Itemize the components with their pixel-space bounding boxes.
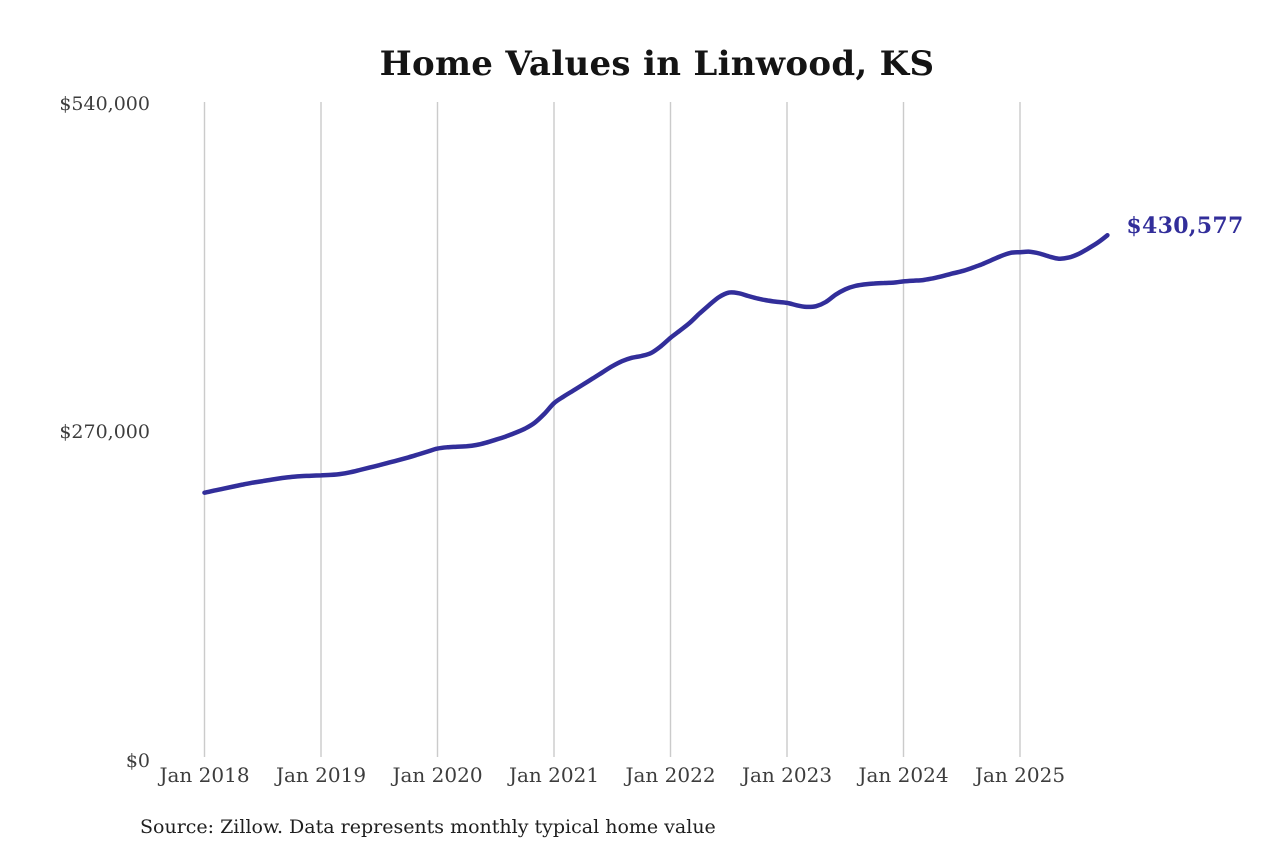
x-axis-tick-jan-2024: Jan 2024 [858,763,949,787]
y-axis-tick-540000: $540,000 [59,93,150,115]
latest-value-label: $430,577 [1126,213,1244,240]
x-axis-tick-jan-2019: Jan 2019 [275,763,367,787]
year-gridlines [203,102,1021,757]
chart-title: Home Values in Linwood, KS [379,44,935,84]
source-note: Source: Zillow. Data represents monthly … [140,816,716,838]
x-axis-tick-jan-2021: Jan 2021 [508,763,600,787]
home-value-line [202,232,1110,495]
y-axis-tick-270000: $270,000 [59,421,150,443]
x-axis-tick-jan-2020: Jan 2020 [392,763,483,787]
x-axis-tick-jan-2023: Jan 2023 [741,763,833,787]
y-axis-tick-0: $0 [125,750,150,772]
x-axis-tick-jan-2025: Jan 2025 [974,763,1066,787]
x-axis-tick-jan-2022: Jan 2022 [625,763,716,787]
x-axis-tick-jan-2018: Jan 2018 [159,763,250,787]
